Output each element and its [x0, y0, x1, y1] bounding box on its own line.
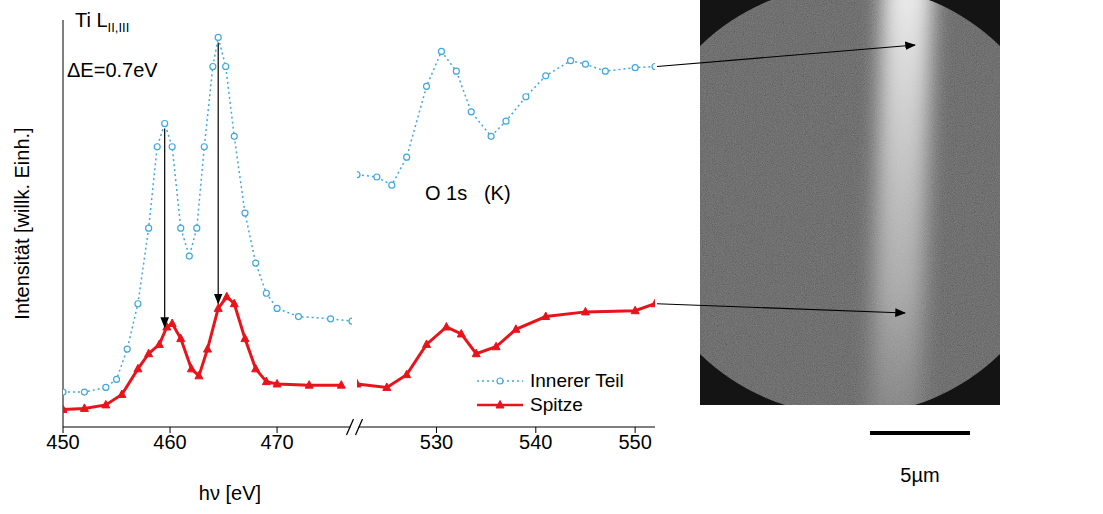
svg-text:460: 460	[153, 431, 186, 453]
html-text:Ti LII,III: Ti LII,III	[75, 9, 130, 35]
html-text:Spitze: Spitze	[530, 394, 583, 415]
svg-text:530: 530	[420, 431, 453, 453]
svg-text:hν [eV]: hν [eV]	[199, 482, 261, 504]
svg-text:5µm: 5µm	[900, 464, 939, 486]
html-text:Innerer Teil: Innerer Teil	[530, 370, 624, 391]
svg-text:450: 450	[46, 431, 79, 453]
html-text:O 1s (K): O 1s (K)	[425, 182, 511, 204]
svg-text:470: 470	[260, 431, 293, 453]
html-text:ΔE=0.7eV: ΔE=0.7eV	[67, 59, 158, 81]
svg-text:550: 550	[618, 431, 651, 453]
svg-text:Intensität [willk. Einh.]: Intensität [willk. Einh.]	[11, 127, 33, 319]
svg-text:540: 540	[519, 431, 552, 453]
